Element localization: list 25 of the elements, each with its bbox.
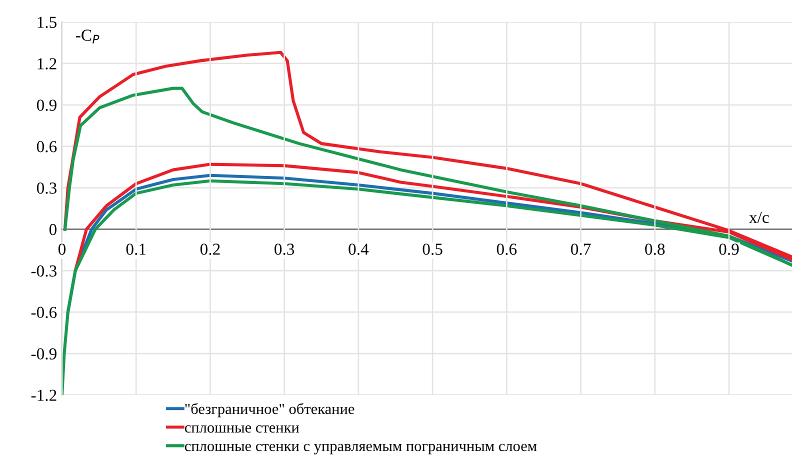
y-tick-label: 1.2 [38, 58, 56, 70]
y-tick-label: 0 [49, 224, 57, 236]
y-tick-label: 0.6 [36, 141, 57, 152]
y-tick-label: -0.3 [31, 265, 56, 277]
x-tick-label: 0.1 [126, 244, 146, 255]
y-tick-label: -0.6 [31, 306, 57, 318]
x-tick-label: 0.9 [719, 244, 739, 255]
x-tick-label: 0.5 [422, 244, 442, 255]
legend-label: "безграничное" обтекание [185, 403, 354, 418]
y-axis-title: -C$_{P}$ [76, 30, 100, 44]
x-tick-label: 0 [58, 244, 66, 255]
y-tick-label: -1.2 [31, 390, 56, 402]
x-tick-label: 0.4 [348, 244, 369, 255]
legend-label: сплошные стенки с управляемым пограничным слоем [184, 444, 537, 454]
y-tick-label: 0.9 [36, 100, 56, 111]
x-tick-label: 0.2 [200, 244, 220, 255]
x-tick-label: 0.8 [645, 244, 665, 255]
x-tick-label: 0.6 [496, 244, 517, 255]
x-axis-title: x/c [749, 212, 769, 224]
y-tick-label: 1.5 [38, 16, 56, 28]
y-tick-label: -0.9 [31, 348, 56, 360]
legend-label: сплошные стенки [184, 425, 300, 433]
x-tick-label: 0.7 [571, 244, 591, 255]
y-tick-label: 0.3 [36, 182, 56, 194]
x-tick-label: 0.3 [274, 244, 294, 255]
